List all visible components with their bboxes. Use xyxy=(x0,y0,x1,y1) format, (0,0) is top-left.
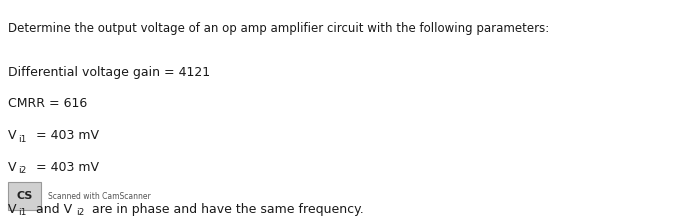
Text: CMRR = 616: CMRR = 616 xyxy=(8,97,87,110)
Text: Differential voltage gain = 4121: Differential voltage gain = 4121 xyxy=(8,66,211,79)
Text: = 403 mV: = 403 mV xyxy=(32,161,98,174)
Text: Scanned with CamScanner: Scanned with CamScanner xyxy=(48,191,151,201)
Text: i2: i2 xyxy=(18,166,26,175)
Text: V: V xyxy=(8,161,17,174)
Text: i1: i1 xyxy=(18,208,26,217)
Text: Determine the output voltage of an op amp amplifier circuit with the following p: Determine the output voltage of an op am… xyxy=(8,22,550,35)
Text: and V: and V xyxy=(32,203,72,215)
Text: i2: i2 xyxy=(76,208,84,217)
Text: V: V xyxy=(8,203,17,215)
Text: = 403 mV: = 403 mV xyxy=(32,129,98,142)
Text: i1: i1 xyxy=(18,135,26,144)
Text: are in phase and have the same frequency.: are in phase and have the same frequency… xyxy=(88,203,364,215)
Text: CS: CS xyxy=(17,191,33,201)
Text: V: V xyxy=(8,129,17,142)
